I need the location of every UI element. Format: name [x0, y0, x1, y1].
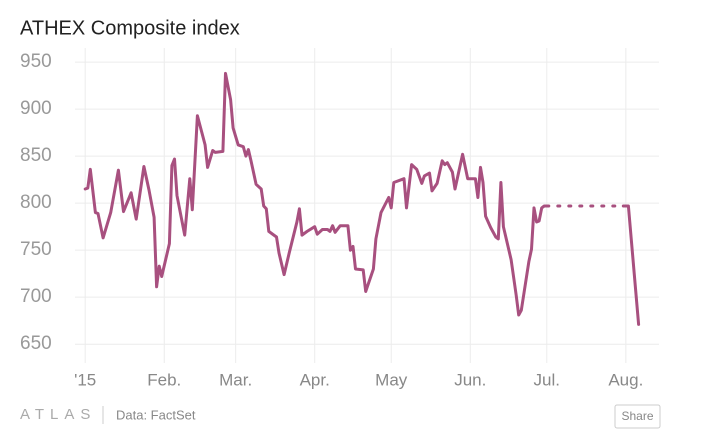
x-tick-label: Jun.: [454, 370, 486, 389]
share-button[interactable]: [614, 404, 661, 429]
x-tick-label: Aug.: [608, 370, 643, 389]
brand: ATLAS: [20, 406, 96, 423]
line: [83, 71, 641, 326]
y-tick-label: 900: [20, 98, 52, 119]
share-label[interactable]: Share: [621, 409, 653, 423]
y-tick-label: 700: [20, 286, 52, 307]
x-tick-label: Jul.: [534, 370, 560, 389]
y-tick-label: 750: [20, 239, 52, 260]
source: Data: FactSet: [116, 407, 196, 422]
x-tick-label: Mar.: [219, 370, 252, 389]
y-tick-label: 850: [20, 145, 52, 166]
y-tick-label: 800: [20, 192, 52, 213]
chart-title: ATHEX Composite index: [20, 17, 240, 39]
x-tick-label: Feb.: [147, 370, 181, 389]
x-tick-label: '15: [74, 370, 96, 389]
x-tick-label: May: [375, 370, 408, 389]
y-tick-label: 650: [20, 333, 52, 354]
x-tick-label: Apr.: [300, 370, 330, 389]
y-tick-label: 950: [20, 51, 52, 72]
